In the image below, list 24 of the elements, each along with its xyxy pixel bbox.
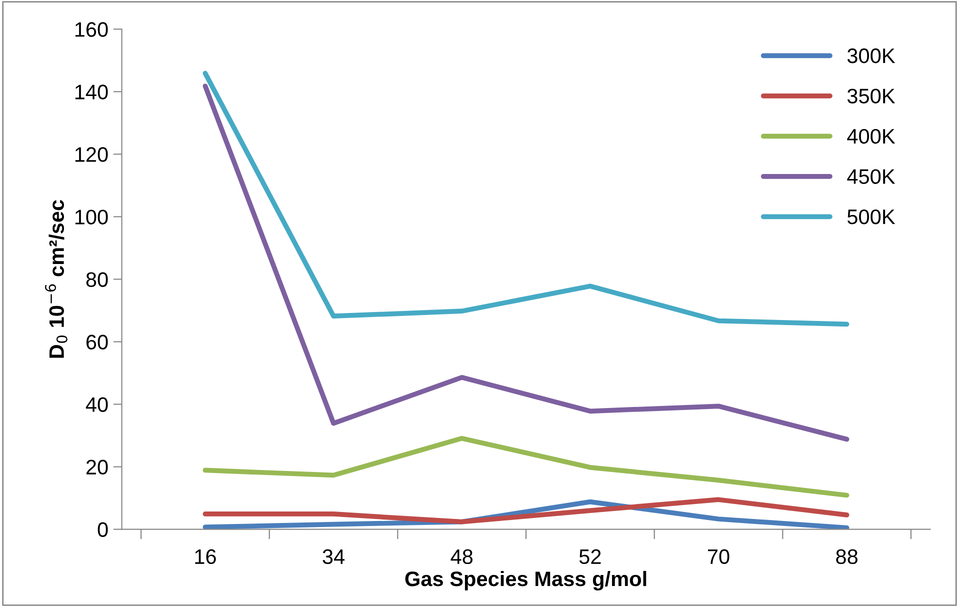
y-tick-label: 80	[86, 272, 108, 287]
y-tick-label: 120	[75, 147, 108, 162]
y-tick-label: 100	[75, 210, 108, 224]
y-tick-label: 60	[86, 334, 108, 350]
x-tick-label: 16	[195, 549, 216, 564]
y-axis-title: D$_{0}$ 10$^{−6}$ cm²/sec	[45, 200, 68, 358]
y-tick-label: 40	[86, 397, 108, 412]
x-tick-label: 70	[708, 549, 730, 564]
legend-label: 400K	[847, 128, 896, 144]
y-tick-label: 140	[75, 84, 108, 100]
y-tick-label: 0	[98, 522, 108, 538]
legend-label: 500K	[847, 209, 896, 224]
x-tick-label: 34	[322, 549, 345, 564]
line-series	[202, 436, 850, 498]
legend-label: 300K	[847, 48, 896, 64]
legend-label: 350K	[847, 88, 896, 104]
x-tick-label: 88	[836, 549, 858, 564]
y-tick-label: 160	[75, 22, 108, 37]
x-axis-title: Gas Species Mass g/mol	[405, 570, 646, 590]
x-tick-label: 52	[579, 549, 601, 564]
line-series	[202, 497, 850, 524]
legend-label: 450K	[847, 169, 896, 184]
y-tick-label: 20	[86, 460, 108, 475]
x-tick-label: 48	[450, 549, 473, 564]
